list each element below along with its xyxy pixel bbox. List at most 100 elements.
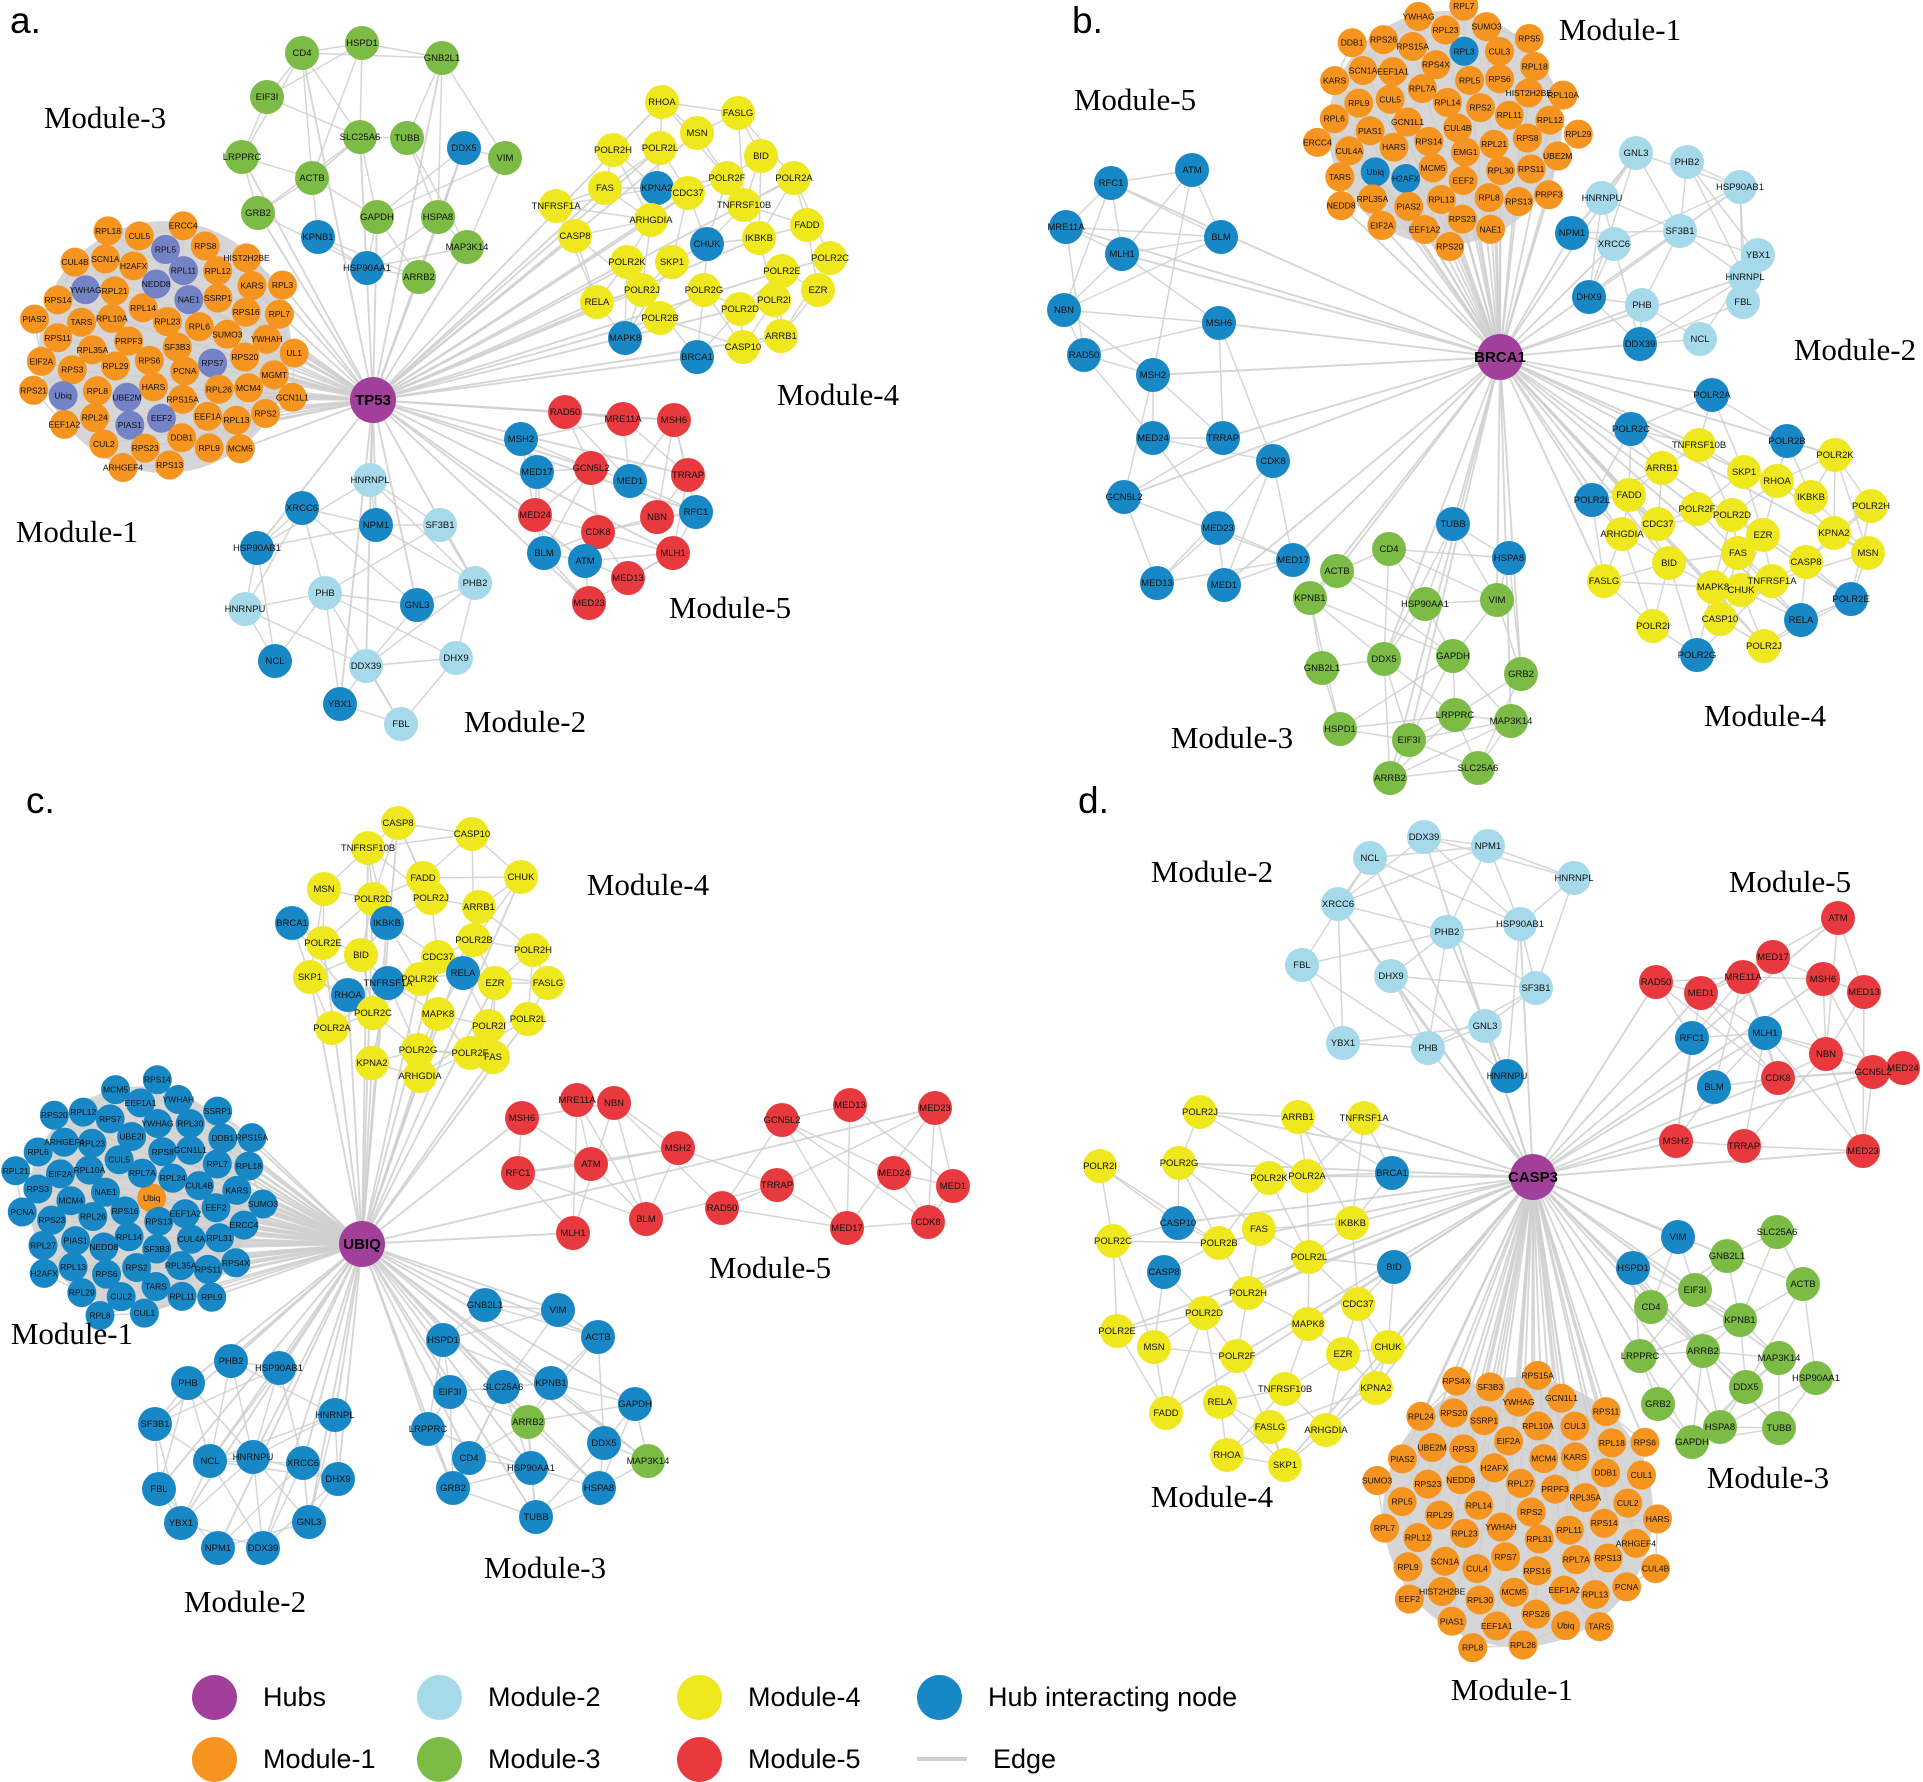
node-label-PHB2: PHB2 — [219, 1356, 244, 1367]
node-label-RPS20: RPS20 — [41, 1110, 68, 1120]
node-label-MCM4: MCM4 — [1531, 1454, 1556, 1464]
hub-edge — [1307, 1176, 1533, 1177]
node-label-CUL2: CUL2 — [93, 439, 115, 449]
node-label-EEF1A2: EEF1A2 — [49, 419, 81, 429]
node-label-POLR2H: POLR2H — [1852, 501, 1890, 512]
node-label-SCN1A: SCN1A — [1349, 66, 1378, 76]
legend-label: Module-4 — [748, 1682, 861, 1713]
node-label-HNRNPU: HNRNPU — [1487, 1071, 1528, 1082]
node-label-GRB2: GRB2 — [440, 1483, 466, 1494]
edge — [614, 1103, 646, 1219]
node-label-RPL9: RPL9 — [1397, 1562, 1419, 1572]
legend-item-module1: Module-1 — [192, 1736, 376, 1782]
node-label-CUL4: CUL4 — [1466, 1564, 1488, 1574]
node-label-RPL27: RPL27 — [30, 1240, 56, 1250]
node-label-CUL4B: CUL4B — [61, 257, 89, 267]
node-label-KPNB1: KPNB1 — [302, 232, 333, 243]
node-label-MED17: MED17 — [831, 1223, 863, 1234]
node-label-ARRB1: ARRB1 — [1646, 463, 1678, 474]
node-label-RPL24: RPL24 — [82, 413, 108, 423]
node-label-DDX5: DDX5 — [591, 1438, 616, 1449]
node-label-RAD50: RAD50 — [550, 407, 581, 418]
node-label-SLC25A6: SLC25A6 — [1458, 763, 1499, 774]
node-label-ARRB1: ARRB1 — [463, 902, 495, 913]
node-label-MAPK8: MAPK8 — [1697, 582, 1729, 593]
node-label-HSPD1: HSPD1 — [1617, 1263, 1649, 1274]
node-label-GRB2: GRB2 — [1508, 669, 1534, 680]
node-label-TRRAP: TRRAP — [672, 470, 704, 481]
node-label-DDX5: DDX5 — [1371, 654, 1396, 665]
node-label-EEF2: EEF2 — [151, 413, 173, 423]
hub-edge — [1384, 357, 1500, 659]
node-label-RPL10A: RPL10A — [1547, 90, 1579, 100]
edge — [1219, 323, 1223, 438]
node-label-Ubiq: Ubiq — [143, 1193, 161, 1203]
node-label-IKBKB: IKBKB — [745, 233, 773, 244]
node-label-DDX39: DDX39 — [351, 661, 382, 672]
panel-letter-d: d. — [1078, 780, 1109, 822]
node-label-FADD: FADD — [1153, 1408, 1178, 1419]
node-label-POLR2J: POLR2J — [413, 893, 449, 904]
edge — [1338, 904, 1343, 1043]
node-label-PIAS1: PIAS1 — [1440, 1616, 1464, 1626]
node-label-RELA: RELA — [1208, 1397, 1233, 1408]
module-label-c-module-3: Module-3 — [484, 1550, 606, 1585]
node-label-HSPD1: HSPD1 — [346, 38, 378, 49]
node-label-NEDD8: NEDD8 — [142, 279, 171, 289]
node-label-RPL7: RPL7 — [269, 309, 291, 319]
node-label-RPL13: RPL13 — [1428, 195, 1454, 205]
node-label-TNFRSF10B: TNFRSF10B — [717, 200, 771, 211]
legend-label: Hubs — [263, 1682, 326, 1713]
node-label-ARHGDIA: ARHGDIA — [398, 1071, 442, 1082]
edge — [1237, 1356, 1285, 1465]
node-label-POLR2C: POLR2C — [1094, 1236, 1132, 1247]
node-label-EEF1A: EEF1A — [194, 411, 221, 421]
node-label-POLR2B: POLR2B — [1200, 1238, 1238, 1249]
module-label-b-module-4: Module-4 — [1704, 698, 1827, 733]
node-label-RFC1: RFC1 — [1680, 1033, 1705, 1044]
edge — [518, 1173, 646, 1219]
node-label-GCN5L2: GCN5L2 — [764, 1115, 801, 1126]
node-label-YWHAH: YWHAH — [251, 334, 283, 344]
node-label-EZR: EZR — [1754, 530, 1773, 541]
node-label-RPS14: RPS14 — [1591, 1518, 1618, 1528]
node-label-IKBKB: IKBKB — [1797, 492, 1825, 503]
node-label-UBE2M: UBE2M — [1543, 151, 1572, 161]
node-label-GCN1L1: GCN1L1 — [1391, 117, 1424, 127]
node-label-POLR2A: POLR2A — [1288, 1171, 1326, 1182]
hub-interacting-node-swatch-icon — [917, 1675, 962, 1720]
panel-letter-b: b. — [1072, 0, 1103, 42]
edge — [1064, 310, 1219, 323]
node-label-POLR2D: POLR2D — [354, 894, 392, 905]
node-label-POLR2A: POLR2A — [313, 1023, 351, 1034]
node-label-BID: BID — [1386, 1262, 1402, 1273]
module-label-b-module-3: Module-3 — [1171, 720, 1293, 755]
node-label-POLR2L: POLR2L — [510, 1014, 546, 1025]
node-label-BLM: BLM — [534, 548, 554, 559]
node-label-POLR2I: POLR2I — [757, 295, 791, 306]
node-label-SF3B3: SF3B3 — [164, 342, 190, 352]
node-label-CD4: CD4 — [1379, 544, 1398, 555]
node-label-TNFRSF1A: TNFRSF1A — [1747, 576, 1797, 587]
node-label-RPL8: RPL8 — [1478, 193, 1500, 203]
node-label-CUL3: CUL3 — [1564, 1421, 1586, 1431]
hub-label-TP53: TP53 — [355, 392, 391, 409]
node-label-RPL12: RPL12 — [205, 266, 231, 276]
node-label-CD4: CD4 — [459, 1453, 478, 1464]
node-label-RPL13: RPL13 — [1582, 1589, 1608, 1599]
node-label-Ubiq: Ubiq — [1557, 1621, 1575, 1631]
node-label-PHB2: PHB2 — [1675, 157, 1700, 168]
node-label-TARS: TARS — [145, 1281, 167, 1291]
node-label-TUBB: TUBB — [1766, 1423, 1791, 1434]
legend-item-edge: Edge — [917, 1736, 1056, 1782]
node-label-SLC25A6: SLC25A6 — [340, 132, 381, 143]
node-label-POLR2L: POLR2L — [1574, 495, 1610, 506]
node-label-RPS16: RPS16 — [233, 307, 260, 317]
node-label-RPL14: RPL14 — [1466, 1500, 1492, 1510]
edge — [438, 58, 442, 217]
node-label-NBN: NBN — [1816, 1049, 1836, 1060]
node-label-MED23: MED23 — [573, 598, 605, 609]
node-label-RPL29: RPL29 — [1427, 1510, 1453, 1520]
node-label-HSP90AA1: HSP90AA1 — [507, 1463, 555, 1474]
node-label-ARHGEF4: ARHGEF4 — [103, 462, 143, 472]
